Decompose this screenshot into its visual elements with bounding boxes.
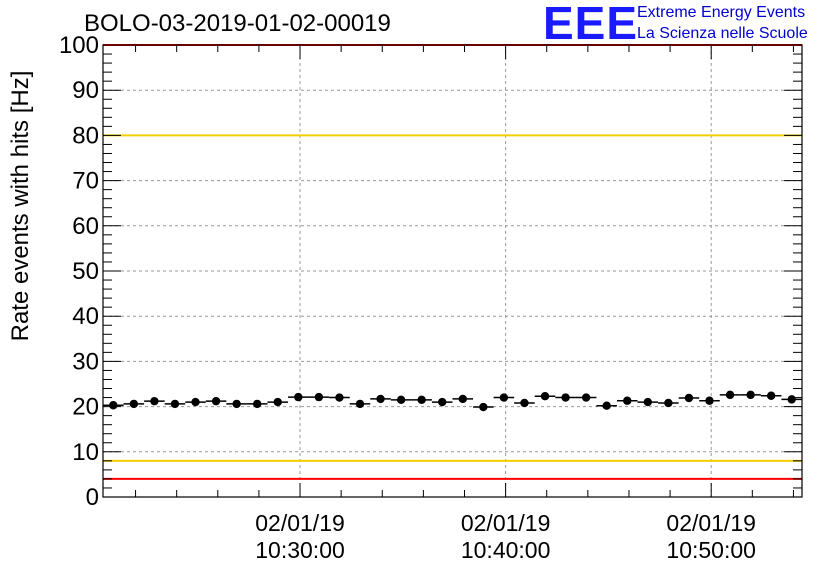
data-point — [458, 394, 467, 404]
data-point — [191, 397, 200, 407]
data-point — [273, 397, 282, 407]
data-point — [499, 393, 509, 402]
y-tick-labels: 0 10 20 30 40 50 60 70 80 90 100 — [59, 32, 99, 511]
y-tick-label: 20 — [72, 394, 99, 421]
y-tick-label: 0 — [86, 484, 99, 511]
x-tick-labels: 02/01/1910:30:0002/01/1910:40:0002/01/19… — [255, 510, 756, 563]
data-point — [252, 399, 262, 409]
data-point — [787, 395, 796, 404]
data-point — [746, 390, 755, 400]
x-tick-time-label: 10:30:00 — [255, 537, 345, 563]
data-point — [294, 392, 303, 402]
y-tick-label: 40 — [72, 303, 99, 330]
data-point — [232, 399, 241, 409]
data-point — [623, 396, 632, 405]
data-point — [129, 399, 139, 409]
eee-logo: EEE — [543, 0, 639, 49]
logo-line-1: Extreme Energy Events — [637, 4, 806, 21]
data-point — [540, 392, 550, 401]
plot-frame — [102, 44, 803, 498]
y-tick-label: 100 — [59, 32, 99, 59]
data-point — [335, 393, 344, 402]
y-tick-label: 60 — [72, 213, 99, 240]
data-point — [643, 397, 653, 407]
data-points — [103, 390, 802, 412]
reference-lines — [103, 44, 802, 480]
data-point — [705, 396, 714, 405]
data-point — [150, 396, 159, 406]
logo-line-2: La Scienza nelle Scuole — [637, 25, 808, 42]
data-point — [561, 393, 570, 402]
x-tick-time-label: 10:40:00 — [461, 537, 551, 563]
data-point — [684, 393, 694, 403]
data-point — [602, 401, 611, 410]
data-point — [725, 390, 735, 400]
y-tick-label: 90 — [72, 77, 99, 104]
data-point — [664, 398, 673, 408]
data-point — [170, 399, 180, 409]
chart-title: BOLO-03-2019-01-02-00019 — [84, 10, 391, 37]
x-tick-date-label: 02/01/19 — [461, 510, 551, 536]
data-point — [581, 393, 591, 402]
data-point — [438, 397, 447, 407]
data-point — [314, 392, 324, 402]
data-point — [211, 396, 221, 406]
data-point — [417, 395, 426, 405]
data-point — [396, 395, 406, 405]
data-point — [766, 391, 776, 400]
x-tick-time-label: 10:50:00 — [666, 537, 756, 563]
data-point — [520, 398, 529, 408]
y-axis-label: Rate events with hits [Hz] — [7, 71, 34, 342]
y-tick-label: 50 — [72, 258, 99, 285]
y-tick-label: 10 — [72, 439, 99, 466]
grid-lines — [103, 45, 802, 497]
x-tick-date-label: 02/01/19 — [666, 510, 756, 536]
data-point — [376, 394, 385, 404]
y-tick-label: 70 — [72, 168, 99, 195]
data-point — [109, 401, 118, 410]
x-tick-date-label: 02/01/19 — [255, 510, 345, 536]
data-point — [355, 399, 365, 409]
y-tick-label: 80 — [72, 122, 99, 149]
y-tick-label: 30 — [72, 348, 99, 375]
data-point — [479, 402, 488, 412]
